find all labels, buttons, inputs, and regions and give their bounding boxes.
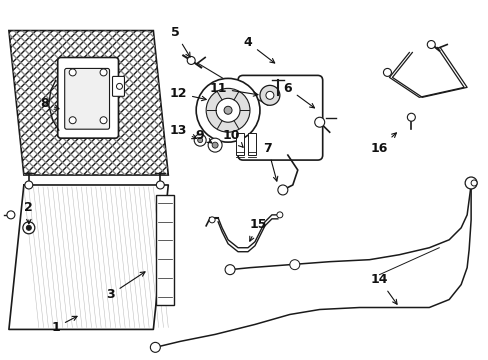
Circle shape	[427, 41, 434, 49]
Circle shape	[314, 117, 324, 127]
Text: 8: 8	[41, 97, 59, 110]
Circle shape	[212, 142, 218, 148]
Text: 2: 2	[24, 201, 33, 224]
Text: 7: 7	[263, 141, 277, 181]
Circle shape	[25, 181, 33, 189]
Circle shape	[197, 138, 202, 143]
Text: 9: 9	[196, 129, 211, 143]
Circle shape	[100, 117, 107, 124]
Circle shape	[277, 185, 287, 195]
Bar	[236, 133, 244, 155]
Circle shape	[407, 113, 414, 121]
FancyBboxPatch shape	[64, 68, 109, 129]
Circle shape	[69, 117, 76, 124]
Text: 14: 14	[370, 273, 396, 304]
Circle shape	[470, 180, 476, 186]
Text: 16: 16	[370, 133, 396, 155]
Circle shape	[23, 222, 35, 234]
Circle shape	[383, 68, 390, 76]
Polygon shape	[9, 185, 168, 329]
Circle shape	[7, 211, 15, 219]
Circle shape	[187, 57, 195, 64]
Circle shape	[100, 69, 107, 76]
Circle shape	[209, 217, 215, 223]
Circle shape	[69, 69, 76, 76]
Bar	[156, 195, 174, 305]
Bar	[247, 133, 255, 155]
Text: 13: 13	[169, 124, 196, 139]
Circle shape	[156, 181, 164, 189]
Text: 15: 15	[249, 218, 266, 241]
Circle shape	[196, 78, 260, 142]
Text: 5: 5	[170, 26, 190, 57]
FancyBboxPatch shape	[58, 58, 118, 138]
Circle shape	[116, 84, 122, 89]
Circle shape	[260, 85, 279, 105]
Text: 1: 1	[51, 316, 77, 334]
Circle shape	[224, 265, 235, 275]
Circle shape	[194, 134, 206, 146]
Circle shape	[289, 260, 299, 270]
Text: 12: 12	[169, 87, 206, 101]
FancyBboxPatch shape	[112, 76, 124, 96]
Circle shape	[208, 138, 222, 152]
Text: 11: 11	[209, 82, 258, 96]
FancyBboxPatch shape	[238, 75, 322, 160]
Circle shape	[276, 212, 282, 218]
Circle shape	[206, 88, 249, 132]
Text: 6: 6	[283, 82, 314, 108]
Circle shape	[26, 225, 31, 230]
Text: 10: 10	[222, 129, 243, 147]
Text: 3: 3	[106, 272, 145, 301]
Circle shape	[216, 98, 240, 122]
Text: 4: 4	[243, 36, 274, 63]
Circle shape	[150, 342, 160, 352]
Circle shape	[265, 91, 273, 99]
Circle shape	[224, 106, 232, 114]
Circle shape	[464, 177, 476, 189]
